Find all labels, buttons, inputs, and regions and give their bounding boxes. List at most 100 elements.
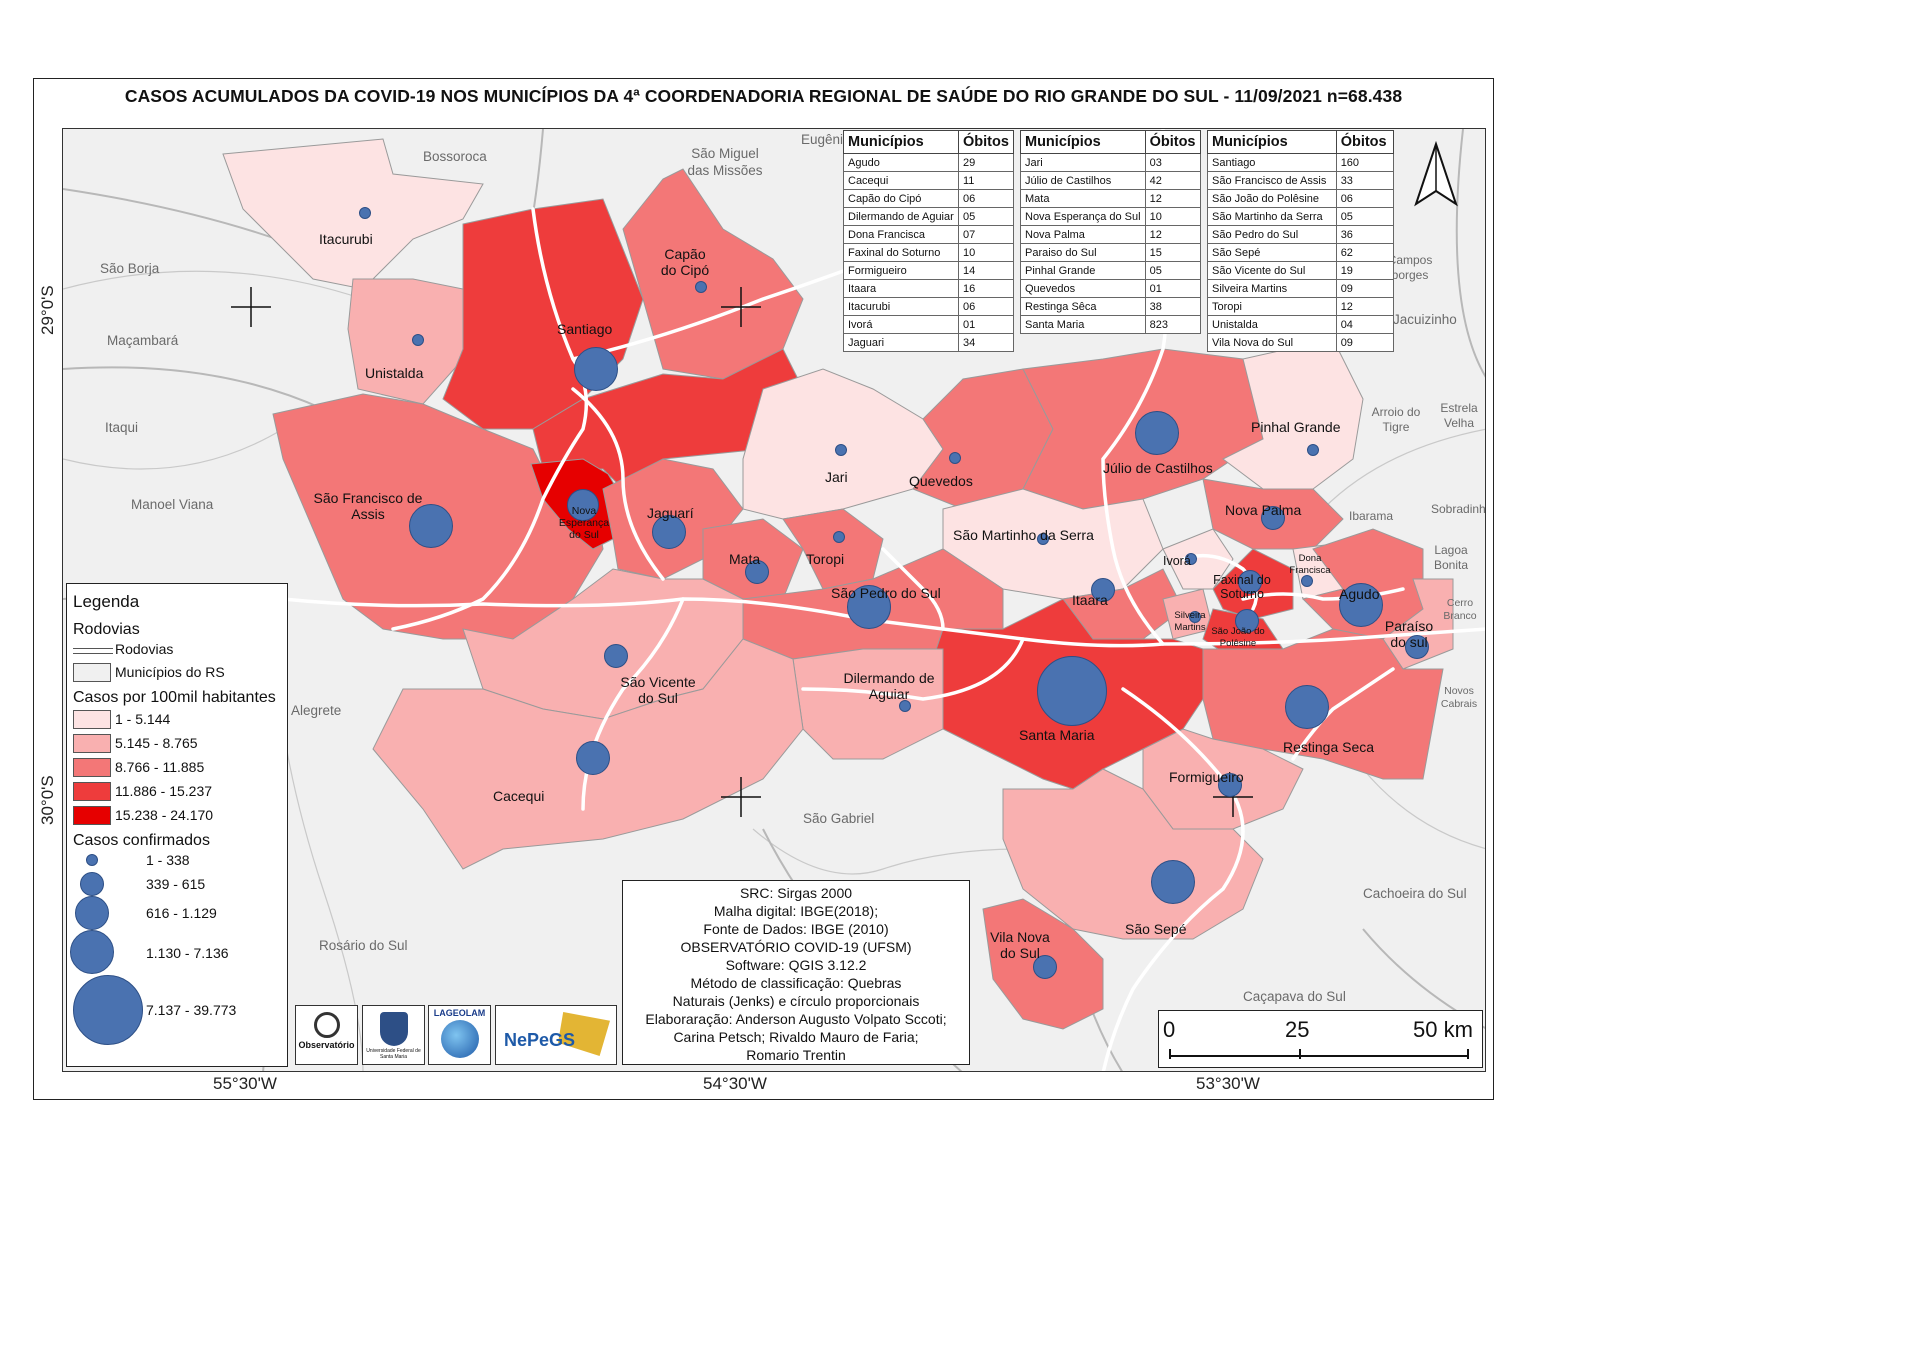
muni-name-cell: Toropi [1207, 297, 1337, 316]
muni-unistalda [347, 278, 464, 405]
bubble-agudo [1339, 583, 1383, 627]
legend-rate-class-3: 8.766 - 11.885 [115, 759, 205, 775]
table-row: Agudo 29 [843, 153, 1015, 172]
table-row: São João do Polêsine 06 [1207, 189, 1395, 208]
muni-name-cell: Santiago [1207, 153, 1337, 172]
muni-name-cell: Silveira Martins [1207, 279, 1337, 298]
label-sao-martinho: São Martinho da Serra [953, 527, 1094, 543]
table-row: Dona Francisca 07 [843, 225, 1015, 244]
bubble-dilermando [899, 700, 911, 712]
logo-observatorio: Observatório [295, 1005, 358, 1065]
legend-bubble-1 [86, 854, 98, 866]
label-nova-esperanca: Nova Esperança do Sul [558, 505, 610, 541]
muni-name-cell: Ivorá [843, 315, 959, 334]
bubble-sao-sepe [1151, 860, 1195, 904]
muni-name-cell: Paraiso do Sul [1020, 243, 1146, 262]
legend-munis-swatch [73, 663, 111, 682]
label-itacurubi: Itacurubi [319, 231, 373, 247]
neighbor-ibarama: Ibarama [1349, 509, 1394, 523]
neighbor-estrela-velha: Estrela Velha [1440, 401, 1478, 430]
muni-name-cell: Dona Francisca [843, 225, 959, 244]
table-row: Paraiso do Sul 15 [1020, 243, 1201, 262]
label-cacequi: Cacequi [493, 788, 545, 804]
muni-name-cell: São Martinho da Serra [1207, 207, 1337, 226]
deaths-cell: 12 [1144, 225, 1201, 244]
deaths-cell: 11 [957, 171, 1015, 190]
legend-rate-class-1: 1 - 5.144 [115, 711, 171, 727]
table-row: Vila Nova do Sul 09 [1207, 333, 1395, 352]
lon-label-55-30: 55°30'W [213, 1074, 277, 1093]
table-row: Formigueiro 14 [843, 261, 1015, 280]
neighbor-arroio-tigre: Arroio do Tigre [1371, 405, 1421, 434]
deaths-cell: 06 [1335, 189, 1395, 208]
legend-rate-swatch-4 [73, 782, 111, 801]
table-row: Nova Palma 12 [1020, 225, 1201, 244]
muni-name-cell: São Vicente do Sul [1207, 261, 1337, 280]
muni-name-cell: Dilermando de Aguiar [843, 207, 959, 226]
bubble-santa-maria [1037, 656, 1107, 726]
bubble-toropi [833, 531, 845, 543]
bubble-faxinal [1238, 570, 1262, 594]
deaths-cell: 42 [1144, 171, 1201, 190]
muni-name-cell: Nova Esperança do Sul [1020, 207, 1146, 226]
bubble-silveira [1189, 611, 1201, 623]
label-pinhal: Pinhal Grande [1251, 419, 1341, 435]
table-row: Cacequi 11 [843, 171, 1015, 190]
deaths-cell: 160 [1335, 153, 1395, 172]
info-line: Elaboraração: Anderson Augusto Volpato S… [645, 1011, 947, 1027]
table-row: São Martinho da Serra 05 [1207, 207, 1395, 226]
label-agudo: Agudo [1339, 586, 1380, 602]
deaths-cell: 01 [957, 315, 1015, 334]
table-row: Capão do Cipó 06 [843, 189, 1015, 208]
bubble-pinhal [1307, 444, 1319, 456]
deaths-cell: 14 [957, 261, 1015, 280]
muni-name-cell: Faxinal do Soturno [843, 243, 959, 262]
legend-rate-swatch-3 [73, 758, 111, 777]
bubble-itaara [1091, 578, 1115, 602]
muni-name-cell: Formigueiro [843, 261, 959, 280]
road-line-icon [73, 648, 113, 654]
scale-50: 50 km [1413, 1017, 1473, 1042]
muni-itacurubi [222, 138, 484, 290]
bubble-dona-francisca [1301, 575, 1313, 587]
muni-name-cell: Itaara [843, 279, 959, 298]
bubble-jari [835, 444, 847, 456]
neighbor-sobradinho: Sobradinho [1431, 502, 1486, 516]
bubble-vila-nova [1033, 955, 1057, 979]
legend-bubble-3 [75, 896, 109, 930]
table-row: Pinhal Grande 05 [1020, 261, 1201, 280]
muni-sao-sepe [1002, 768, 1264, 940]
col-header-obitos: Óbitos [1144, 130, 1201, 154]
label-toropi: Toropi [806, 551, 845, 567]
legend-rate-class-2: 5.145 - 8.765 [115, 735, 198, 751]
deaths-cell: 33 [1335, 171, 1395, 190]
muni-name-cell: Mata [1020, 189, 1146, 208]
info-line: SRC: Sirgas 2000 [739, 885, 853, 901]
label-ivora: Ivorá [1163, 554, 1191, 568]
legend: Legenda Rodovias Rodovias Municípios do … [66, 583, 288, 1067]
muni-name-cell: Restinga Sêca [1020, 297, 1146, 316]
bubble-julio [1135, 411, 1179, 455]
legend-bubble-4 [70, 930, 114, 974]
neighbor-campos-borges: Campos borges [1387, 253, 1433, 282]
table-row: Júlio de Castilhos 42 [1020, 171, 1201, 190]
bubble-nova-esperanca [567, 489, 599, 521]
deaths-cell: 03 [1144, 153, 1201, 172]
bubble-sao-martinho [1037, 533, 1049, 545]
globe-icon [440, 1020, 479, 1058]
table-row: Santiago 160 [1207, 153, 1395, 172]
legend-rate-class-5: 15.238 - 24.170 [115, 807, 214, 823]
muni-name-cell: Quevedos [1020, 279, 1146, 298]
info-line: Método de classificação: Quebras [690, 975, 902, 991]
bubble-unistalda [412, 334, 424, 346]
label-vila-nova: Vila Nova do Sul [990, 929, 1050, 961]
label-faxinal: Faxinal do Soturno [1213, 573, 1271, 601]
bubble-sao-vicente [604, 644, 628, 668]
deaths-cell: 05 [1335, 207, 1395, 226]
label-sao-pedro: São Pedro do Sul [831, 585, 941, 601]
table-row: Unistalda 04 [1207, 315, 1395, 334]
map-frame [33, 78, 1494, 1100]
legend-roads-title: Rodovias [73, 621, 140, 638]
north-arrow-icon [1414, 140, 1458, 207]
label-sao-vicente: São Vicente do Sul [620, 674, 696, 706]
